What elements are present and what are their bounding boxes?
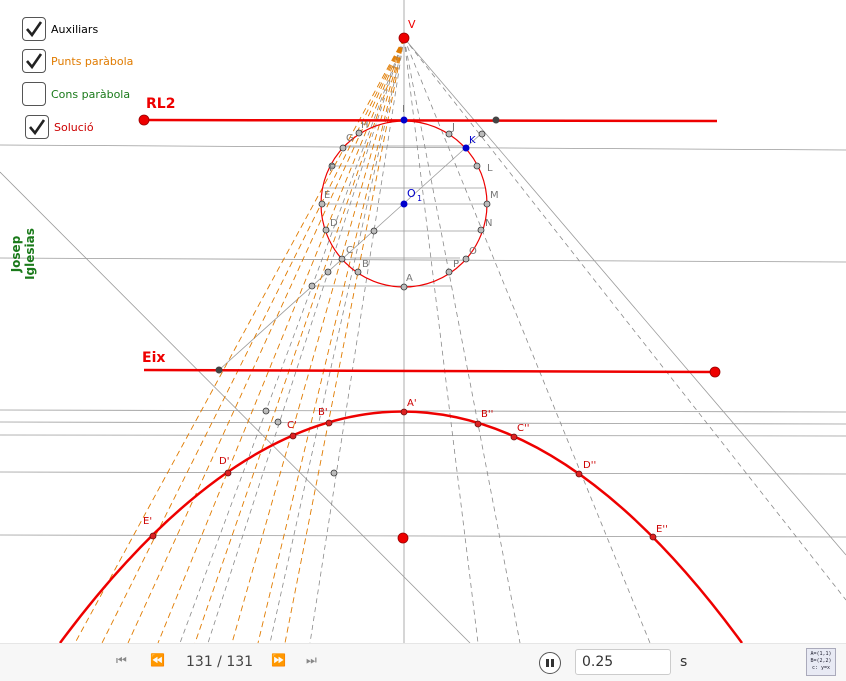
svg-text:C'': C'' <box>517 423 529 434</box>
checkbox-punts-parabola-label: Punts paràbola <box>51 54 134 68</box>
svg-text:P: P <box>453 259 459 270</box>
author-label: Josep Iglesias <box>9 228 37 280</box>
geometry-canvas[interactable]: V RL2 Eix O 1 A B C D E F G H I J K L M … <box>0 0 846 643</box>
center-label: O <box>407 187 416 200</box>
svg-text:E: E <box>324 190 330 201</box>
checkmark-icon <box>29 119 46 136</box>
svg-text:D': D' <box>219 456 229 467</box>
cone-lines-orange <box>74 37 405 643</box>
circle-point-labels: A B C D E F G H I J K L M N O P <box>324 104 499 284</box>
parabola-point-labels: A' B' C' D' E' B'' C'' D'' E'' <box>143 398 668 535</box>
circle-points[interactable] <box>262 129 491 477</box>
parabola-curve[interactable] <box>58 410 744 644</box>
skip-first-icon[interactable]: ⏮ <box>116 653 127 667</box>
checkbox-solucio[interactable]: Solució <box>25 115 94 139</box>
checkmark-icon <box>26 21 43 38</box>
svg-text:E': E' <box>143 516 152 527</box>
step-back-icon[interactable]: ⏪ <box>150 653 165 667</box>
checkbox-punts-parabola-box[interactable] <box>22 49 46 73</box>
svg-text:G: G <box>346 133 354 144</box>
svg-text:F: F <box>329 163 335 174</box>
svg-text:A: A <box>406 273 413 284</box>
svg-text:D'': D'' <box>583 460 596 471</box>
algebra-icon-line-3: c: y=x <box>811 665 831 671</box>
speed-unit: s <box>680 654 688 670</box>
checkbox-auxiliars-label: Auxiliars <box>51 22 99 36</box>
svg-text:N: N <box>485 218 492 229</box>
frame-counter: 131 / 131 <box>186 654 254 670</box>
algebra-view-button[interactable]: A=(1,1) B=(2,2) c: y=x <box>806 648 836 676</box>
svg-text:C': C' <box>287 420 297 431</box>
dark-points[interactable] <box>215 116 500 374</box>
axis-line[interactable] <box>143 368 716 374</box>
svg-text:A': A' <box>407 398 417 409</box>
axis-label: Eix <box>142 350 165 366</box>
skip-last-icon[interactable]: ⏭ <box>306 653 317 667</box>
cone-lines-right <box>179 37 846 643</box>
svg-text:O: O <box>469 246 477 257</box>
svg-text:E'': E'' <box>656 524 668 535</box>
svg-text:B'': B'' <box>481 409 493 420</box>
step-forward-icon[interactable]: ⏩ <box>271 653 286 667</box>
svg-text:J: J <box>451 122 455 133</box>
svg-text:H: H <box>361 120 369 131</box>
checkbox-solucio-label: Solució <box>54 120 94 134</box>
svg-text:L: L <box>487 163 493 174</box>
animation-player-bar: ⏮ ⏪ 131 / 131 ⏩ ⏭ s <box>0 643 846 681</box>
pause-button[interactable] <box>539 652 561 674</box>
algebra-icon-line-2: B=(2,2) <box>810 658 832 664</box>
checkbox-auxiliars-box[interactable] <box>22 17 46 41</box>
checkbox-cons-parabola-box[interactable] <box>22 82 46 106</box>
svg-text:K: K <box>469 135 476 146</box>
svg-text:M: M <box>490 190 499 201</box>
svg-text:B: B <box>362 259 369 270</box>
checkbox-auxiliars[interactable]: Auxiliars <box>22 17 98 41</box>
pause-icon <box>546 659 554 667</box>
svg-text:B': B' <box>318 407 328 418</box>
speed-input[interactable] <box>575 649 671 675</box>
red-handles[interactable] <box>138 32 721 544</box>
center-subscript: 1 <box>417 194 422 203</box>
vertex-label: V <box>408 18 416 31</box>
checkbox-cons-parabola-label: Cons paràbola <box>51 87 131 101</box>
svg-text:D: D <box>330 218 338 229</box>
rl2-label: RL2 <box>146 96 175 112</box>
checkbox-cons-parabola[interactable]: Cons paràbola <box>22 82 130 106</box>
checkbox-solucio-box[interactable] <box>25 115 49 139</box>
rl2-line[interactable] <box>143 118 718 123</box>
checkmark-icon <box>26 53 43 70</box>
blue-points[interactable] <box>400 116 470 208</box>
svg-text:C: C <box>346 245 353 256</box>
svg-text:I: I <box>402 104 405 115</box>
parabola-points[interactable] <box>149 408 657 541</box>
checkbox-punts-parabola[interactable]: Punts paràbola <box>22 49 133 73</box>
algebra-icon-line-1: A=(1,1) <box>810 651 832 657</box>
